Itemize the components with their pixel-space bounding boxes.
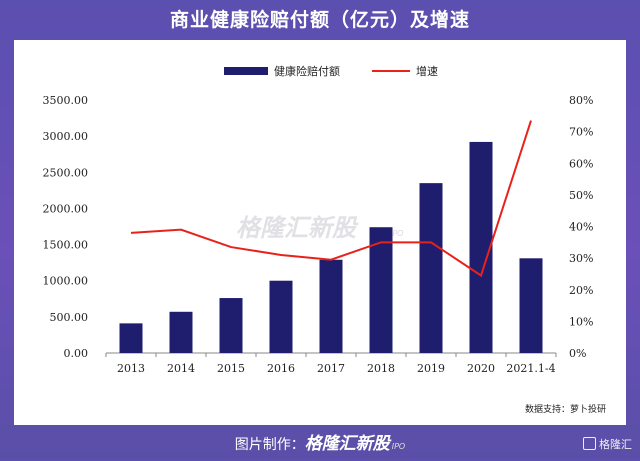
- logo-icon: [583, 437, 596, 450]
- watermark-text: 格隆汇新股: [236, 214, 359, 242]
- bar: [220, 298, 243, 353]
- y-left-tick-label: 1000.00: [43, 275, 89, 288]
- x-tick-label: 2016: [267, 362, 295, 375]
- x-tick-label: 2021.1-4: [506, 362, 555, 375]
- y-left-tick-label: 1500.00: [43, 239, 89, 252]
- bar: [520, 258, 543, 353]
- x-tick-label: 2019: [417, 362, 445, 375]
- y-left-tick-label: 500.00: [50, 311, 89, 324]
- x-tick-label: 2020: [467, 362, 495, 375]
- x-tick-label: 2014: [167, 362, 195, 375]
- bar: [170, 312, 193, 353]
- y-right-tick-label: 30%: [569, 252, 593, 265]
- y-right-tick-label: 0%: [569, 347, 586, 360]
- corner-logo: 格隆汇: [583, 436, 632, 452]
- legend-bar-swatch: [224, 67, 268, 75]
- bar: [420, 183, 443, 353]
- legend-bar-label: 健康险赔付额: [274, 64, 340, 78]
- y-right-tick-label: 20%: [569, 284, 593, 297]
- x-tick-label: 2013: [117, 362, 145, 375]
- bar: [320, 260, 343, 353]
- footer-brand-sub: IPO: [392, 442, 405, 451]
- y-left-tick-label: 3000.00: [43, 130, 89, 143]
- y-right-tick-label: 60%: [569, 157, 593, 170]
- source-note: 数据支持：萝卜投研: [525, 402, 606, 415]
- y-left-tick-label: 0.00: [64, 347, 89, 360]
- page-title: 商业健康险赔付额（亿元）及增速: [0, 0, 640, 40]
- y-right-tick-label: 50%: [569, 189, 593, 202]
- legend: 健康险赔付额 增速: [224, 64, 438, 78]
- x-tick-label: 2017: [317, 362, 345, 375]
- x-tick-label: 2015: [217, 362, 245, 375]
- y-right-tick-label: 80%: [569, 94, 593, 107]
- x-tick-label: 2018: [367, 362, 395, 375]
- footer-brand: 格隆汇新股: [305, 434, 390, 454]
- y-left-tick-label: 2500.00: [43, 166, 89, 179]
- y-right-tick-label: 40%: [569, 221, 593, 234]
- bar: [120, 323, 143, 353]
- corner-logo-text: 格隆汇: [599, 438, 632, 451]
- y-right-tick-label: 70%: [569, 126, 593, 139]
- y-right-tick-label: 10%: [569, 315, 593, 328]
- legend-line-label: 增速: [416, 64, 438, 78]
- y-left-tick-label: 3500.00: [43, 94, 89, 107]
- bar: [270, 281, 293, 353]
- y-left-tick-label: 2000.00: [43, 202, 89, 215]
- bars: [120, 142, 543, 353]
- footer-label: 图片制作：: [235, 437, 305, 453]
- combo-chart: 格隆汇新股 IPO 健康险赔付额增速 0.00500.001000.001500…: [14, 40, 626, 425]
